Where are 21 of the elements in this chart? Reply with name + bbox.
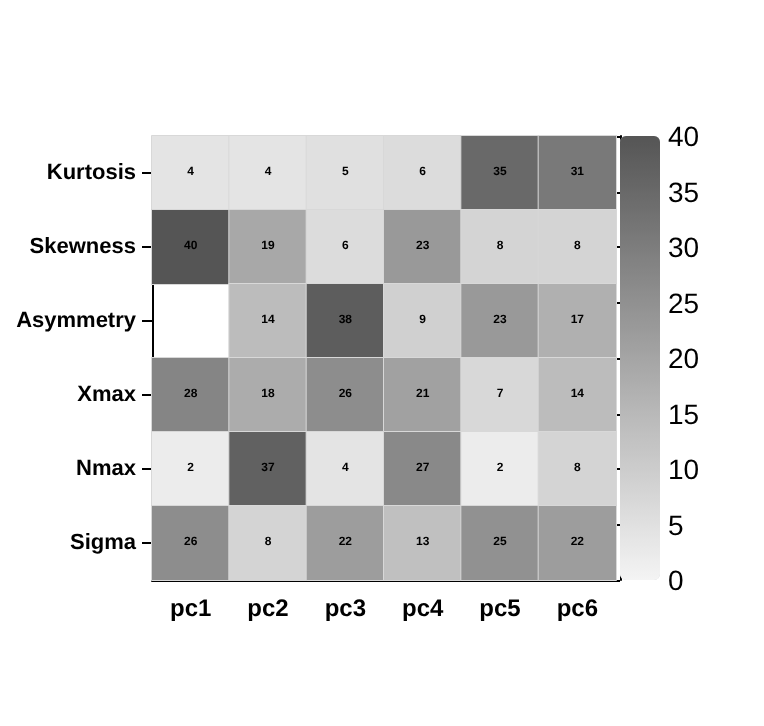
y-tick-label: Skewness xyxy=(29,235,136,259)
color-bar-label: 20 xyxy=(668,342,700,374)
y-tick-label: Sigma xyxy=(69,531,138,555)
x-tick-label: pc6 xyxy=(556,594,599,622)
color-bar-label: 0 xyxy=(668,564,684,596)
y-tick-label: Xmax xyxy=(77,383,138,407)
color-bar-label: 40 xyxy=(668,120,700,152)
color-bar-label: 15 xyxy=(668,397,700,430)
color-bar-label: 30 xyxy=(668,231,700,263)
x-tick-label: pc3 xyxy=(324,594,367,622)
x-tick-label: pc4 xyxy=(401,594,444,622)
y-tick-label: Asymmetry xyxy=(16,309,138,333)
color-bar-label: 25 xyxy=(668,286,700,319)
color-bar-label: 5 xyxy=(668,508,684,541)
y-tick-label: Kurtosis xyxy=(46,161,136,185)
x-tick-label: pc1 xyxy=(169,594,212,622)
color-bar-label: 10 xyxy=(668,453,700,485)
x-tick-label: pc2 xyxy=(247,594,290,622)
color-bar-label: 35 xyxy=(668,175,700,208)
x-tick-label: pc5 xyxy=(479,594,522,622)
y-tick-label: Nmax xyxy=(76,457,138,481)
